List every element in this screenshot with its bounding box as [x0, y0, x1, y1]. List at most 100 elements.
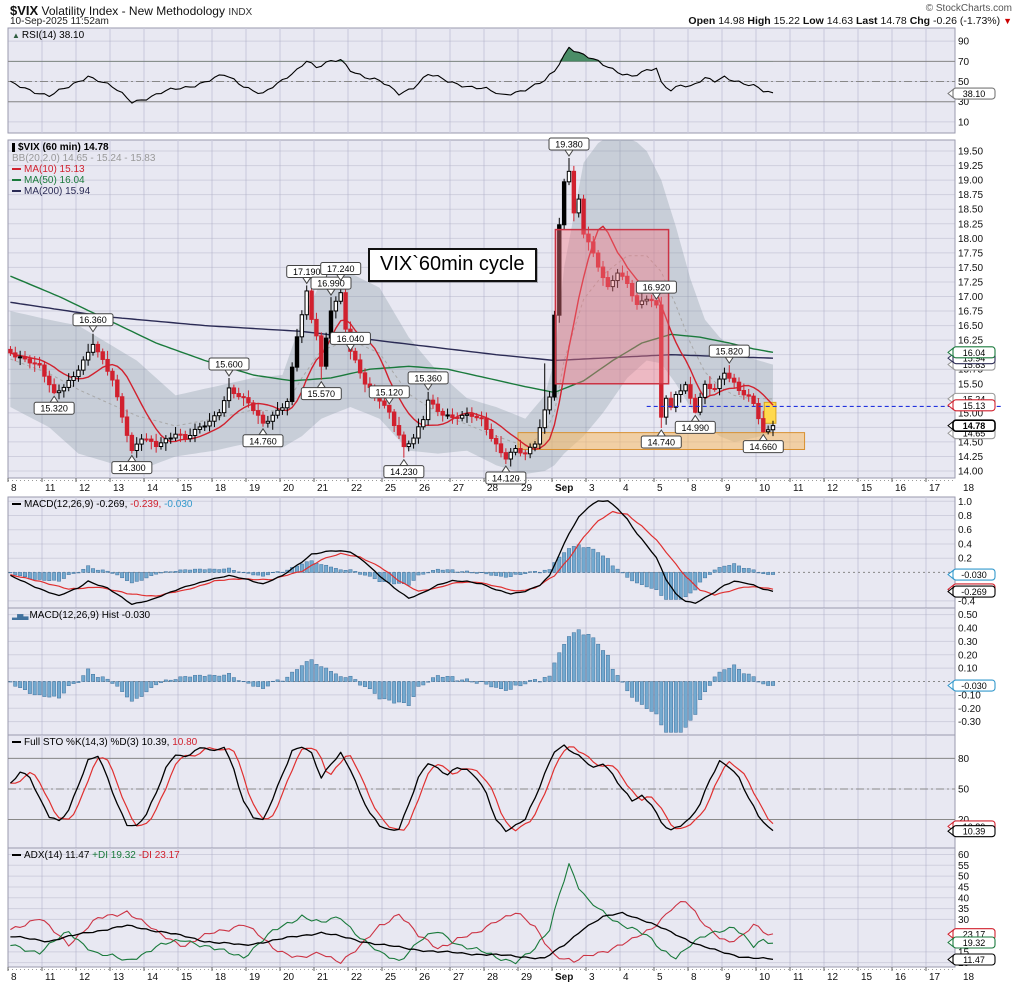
candle-body[interactable] [241, 396, 246, 399]
candle-body[interactable] [197, 426, 203, 430]
candle-body[interactable] [333, 300, 339, 312]
candle-body[interactable] [503, 452, 509, 460]
candle-body[interactable] [634, 295, 640, 305]
candle-body[interactable] [387, 404, 392, 413]
candle-body[interactable] [474, 415, 479, 419]
candle-body[interactable] [217, 412, 222, 417]
candle-body[interactable] [523, 452, 528, 455]
candle-body[interactable] [615, 272, 620, 282]
price-callout[interactable] [742, 440, 784, 454]
candle-body[interactable] [659, 304, 664, 418]
candle-body[interactable] [498, 443, 504, 454]
candle-body[interactable] [178, 433, 183, 436]
candle-body[interactable] [518, 448, 523, 454]
candle-body[interactable] [741, 390, 747, 396]
candle-body[interactable] [226, 387, 232, 402]
price-callout[interactable] [407, 371, 449, 385]
candle-body[interactable] [56, 390, 62, 394]
candle-body[interactable] [81, 359, 86, 371]
candle-body[interactable] [566, 170, 572, 183]
candle-body[interactable] [620, 272, 625, 277]
price-callout[interactable] [300, 387, 342, 401]
candle-body[interactable] [605, 277, 611, 288]
candle-body[interactable] [440, 410, 445, 416]
price-callout[interactable] [708, 344, 750, 358]
candle-body[interactable] [654, 300, 659, 306]
candle-body[interactable] [163, 438, 169, 444]
candle-body[interactable] [173, 433, 178, 439]
candle-body[interactable] [746, 394, 751, 397]
candle-body[interactable] [8, 348, 13, 354]
candle-body[interactable] [561, 181, 567, 226]
candle-body[interactable] [770, 425, 776, 431]
candle-body[interactable] [416, 426, 421, 439]
candle-body[interactable] [168, 437, 173, 440]
candle-body[interactable] [489, 428, 494, 439]
candle-body[interactable] [61, 386, 67, 392]
candle-body[interactable] [484, 417, 489, 430]
price-callout[interactable] [33, 401, 75, 415]
candle-body[interactable] [731, 377, 737, 383]
candle-body[interactable] [663, 397, 669, 418]
candle-body[interactable] [697, 396, 703, 413]
last-candle-highlight[interactable] [763, 401, 777, 424]
candle-body[interactable] [406, 443, 411, 448]
candle-body[interactable] [85, 351, 91, 361]
candle-body[interactable] [756, 402, 761, 420]
candle-body[interactable] [275, 409, 280, 416]
price-callout[interactable] [674, 420, 716, 434]
candle-body[interactable] [285, 400, 290, 409]
candle-body[interactable] [251, 402, 256, 412]
candle-body[interactable] [532, 443, 538, 448]
candle-body[interactable] [357, 359, 363, 374]
candle-body[interactable] [513, 448, 518, 453]
price-callout[interactable] [72, 313, 114, 327]
candle-body[interactable] [319, 335, 324, 367]
price-callout[interactable] [242, 434, 284, 448]
candle-body[interactable] [37, 363, 42, 366]
candle-body[interactable] [76, 369, 81, 378]
candle-body[interactable] [22, 356, 28, 360]
candle-body[interactable] [649, 298, 654, 302]
candle-body[interactable] [464, 413, 470, 416]
candle-body[interactable] [304, 290, 309, 316]
candle-body[interactable] [105, 358, 110, 372]
candle-body[interactable] [183, 434, 188, 440]
candle-body[interactable] [144, 438, 149, 441]
candle-body[interactable] [736, 381, 742, 392]
candle-body[interactable] [343, 292, 348, 330]
price-callout[interactable] [485, 471, 527, 485]
candle-body[interactable] [221, 400, 227, 414]
candle-body[interactable] [255, 410, 261, 416]
candle-body[interactable] [207, 420, 212, 427]
candle-body[interactable] [66, 379, 71, 388]
candle-body[interactable] [688, 384, 693, 399]
candle-body[interactable] [362, 372, 368, 385]
candle-body[interactable] [717, 378, 722, 390]
candle-body[interactable] [435, 403, 441, 412]
candle-body[interactable] [280, 407, 285, 411]
candle-body[interactable] [32, 362, 37, 365]
candle-body[interactable] [702, 383, 708, 398]
candle-body[interactable] [27, 358, 33, 364]
candle-body[interactable] [314, 318, 319, 337]
candle-body[interactable] [625, 275, 630, 284]
candle-body[interactable] [353, 350, 358, 361]
candle-body[interactable] [71, 376, 76, 381]
candle-body[interactable] [382, 400, 387, 406]
candle-body[interactable] [265, 420, 271, 424]
candle-body[interactable] [47, 375, 52, 386]
candle-body[interactable] [430, 399, 436, 405]
candle-body[interactable] [668, 397, 674, 408]
candle-body[interactable] [100, 351, 105, 360]
candle-body[interactable] [95, 343, 101, 353]
candle-body[interactable] [600, 266, 606, 279]
candle-body[interactable] [639, 300, 645, 305]
candle-body[interactable] [527, 446, 533, 455]
candle-body[interactable] [294, 336, 300, 368]
candle-body[interactable] [17, 356, 23, 359]
candle-body[interactable] [591, 241, 596, 254]
candle-body[interactable] [493, 437, 499, 445]
candle-body[interactable] [158, 442, 164, 448]
price-callout[interactable] [383, 465, 425, 479]
